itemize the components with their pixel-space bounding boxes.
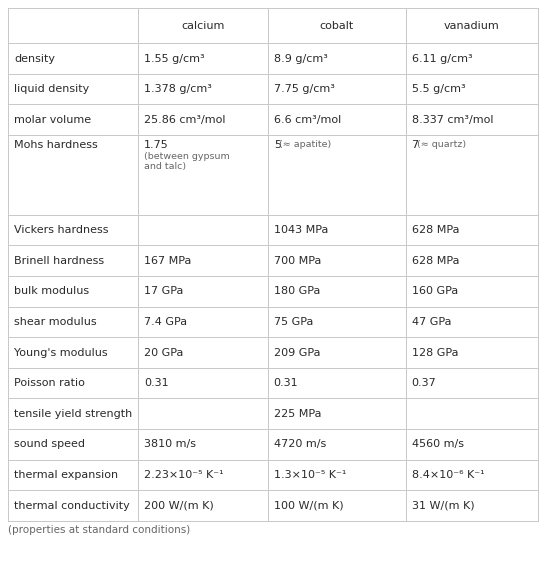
Text: 180 GPa: 180 GPa (274, 286, 320, 296)
Text: 0.31: 0.31 (274, 378, 298, 388)
Text: 1.75: 1.75 (144, 140, 169, 150)
Text: 20 GPa: 20 GPa (144, 348, 183, 357)
Text: liquid density: liquid density (14, 84, 89, 94)
Text: 75 GPa: 75 GPa (274, 317, 313, 327)
Text: bulk modulus: bulk modulus (14, 286, 89, 296)
Text: shear modulus: shear modulus (14, 317, 97, 327)
Text: 5.5 g/cm³: 5.5 g/cm³ (412, 84, 465, 94)
Text: density: density (14, 53, 55, 63)
Text: 17 GPa: 17 GPa (144, 286, 183, 296)
Text: 0.37: 0.37 (412, 378, 436, 388)
Text: 628 MPa: 628 MPa (412, 225, 459, 235)
Text: molar volume: molar volume (14, 115, 91, 125)
Text: (≈ quartz): (≈ quartz) (417, 140, 466, 149)
Text: 5: 5 (274, 140, 281, 150)
Text: Young's modulus: Young's modulus (14, 348, 108, 357)
Text: 4720 m/s: 4720 m/s (274, 439, 326, 449)
Text: 209 GPa: 209 GPa (274, 348, 320, 357)
Text: 7: 7 (412, 140, 419, 150)
Text: Vickers hardness: Vickers hardness (14, 225, 109, 235)
Text: Mohs hardness: Mohs hardness (14, 140, 98, 150)
Text: 1.378 g/cm³: 1.378 g/cm³ (144, 84, 212, 94)
Text: 1043 MPa: 1043 MPa (274, 225, 328, 235)
Text: 100 W/(m K): 100 W/(m K) (274, 500, 343, 511)
Text: 167 MPa: 167 MPa (144, 256, 191, 266)
Text: thermal expansion: thermal expansion (14, 470, 118, 480)
Text: cobalt: cobalt (319, 21, 354, 31)
Text: sound speed: sound speed (14, 439, 85, 449)
Text: 628 MPa: 628 MPa (412, 256, 459, 266)
Text: Poisson ratio: Poisson ratio (14, 378, 85, 388)
Text: tensile yield strength: tensile yield strength (14, 409, 132, 419)
Text: Brinell hardness: Brinell hardness (14, 256, 104, 266)
Text: 200 W/(m K): 200 W/(m K) (144, 500, 213, 511)
Text: 3810 m/s: 3810 m/s (144, 439, 196, 449)
Text: 31 W/(m K): 31 W/(m K) (412, 500, 474, 511)
Text: vanadium: vanadium (444, 21, 500, 31)
Text: calcium: calcium (181, 21, 224, 31)
Text: 7.75 g/cm³: 7.75 g/cm³ (274, 84, 335, 94)
Text: 4560 m/s: 4560 m/s (412, 439, 464, 449)
Text: 8.9 g/cm³: 8.9 g/cm³ (274, 53, 328, 63)
Text: and talc): and talc) (144, 162, 186, 171)
Text: 47 GPa: 47 GPa (412, 317, 451, 327)
Text: 7.4 GPa: 7.4 GPa (144, 317, 187, 327)
Text: 1.55 g/cm³: 1.55 g/cm³ (144, 53, 204, 63)
Text: (≈ apatite): (≈ apatite) (280, 140, 331, 149)
Text: 0.31: 0.31 (144, 378, 169, 388)
Text: (between gypsum: (between gypsum (144, 152, 230, 161)
Text: 128 GPa: 128 GPa (412, 348, 458, 357)
Text: 6.11 g/cm³: 6.11 g/cm³ (412, 53, 472, 63)
Text: thermal conductivity: thermal conductivity (14, 500, 130, 511)
Text: 25.86 cm³/mol: 25.86 cm³/mol (144, 115, 225, 125)
Text: 2.23×10⁻⁵ K⁻¹: 2.23×10⁻⁵ K⁻¹ (144, 470, 223, 480)
Text: 8.337 cm³/mol: 8.337 cm³/mol (412, 115, 493, 125)
Text: 6.6 cm³/mol: 6.6 cm³/mol (274, 115, 341, 125)
Text: 160 GPa: 160 GPa (412, 286, 458, 296)
Text: (properties at standard conditions): (properties at standard conditions) (8, 525, 190, 535)
Text: 8.4×10⁻⁶ K⁻¹: 8.4×10⁻⁶ K⁻¹ (412, 470, 484, 480)
Text: 225 MPa: 225 MPa (274, 409, 321, 419)
Text: 1.3×10⁻⁵ K⁻¹: 1.3×10⁻⁵ K⁻¹ (274, 470, 346, 480)
Text: 700 MPa: 700 MPa (274, 256, 321, 266)
